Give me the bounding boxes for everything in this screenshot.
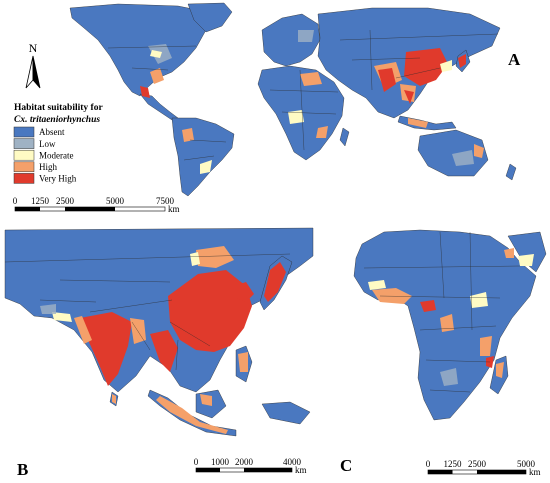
panel-c-africa-map: C xyxy=(340,229,547,475)
panel-b-label: B xyxy=(17,460,28,479)
scalebar-segment xyxy=(65,207,115,211)
legend-title-line2: Cx. tritaeniorhynchus xyxy=(14,115,100,125)
legend-title-line1: Habitat suitability for xyxy=(14,103,103,113)
scalebar-unit: km xyxy=(529,467,541,477)
scalebar-tick-label: 1250 xyxy=(444,459,463,469)
landmass-new-zealand xyxy=(505,163,517,181)
panel-a-label: A xyxy=(508,50,521,69)
panel-c-label: C xyxy=(340,456,352,475)
legend-label: Absent xyxy=(39,127,65,137)
landmass-australia xyxy=(417,129,489,177)
legend-swatch-absent xyxy=(13,126,35,138)
scalebar-tick-label: 0 xyxy=(194,457,199,467)
legend-swatch-very-high xyxy=(13,173,35,184)
scalebar-tick-label: 2000 xyxy=(235,457,254,467)
landmass-central-america xyxy=(139,93,179,121)
landmass-south-america xyxy=(171,117,235,197)
legend-label: Very High xyxy=(39,174,77,184)
landmass-madagascar xyxy=(339,127,350,147)
legend-swatch-moderate xyxy=(13,149,35,161)
north-arrow-letter: N xyxy=(29,41,38,55)
scalebar-segment xyxy=(15,207,40,211)
scalebar-tick-label: 5000 xyxy=(106,196,125,206)
scalebar-tick-label: 5000 xyxy=(517,459,536,469)
country-borders-a xyxy=(107,29,499,161)
scalebar-tick-label: 2500 xyxy=(468,459,487,469)
legend-label: Moderate xyxy=(39,150,73,160)
panel-a-world-map: A xyxy=(69,2,521,197)
scalebar-segment xyxy=(428,470,453,474)
north-arrow: N xyxy=(25,41,41,89)
landmass-europe xyxy=(261,13,321,67)
scalebar-segment xyxy=(244,468,292,472)
scalebar-segment xyxy=(477,470,526,474)
suitability-overlay-b xyxy=(40,246,286,434)
panel-b-asia-map: B xyxy=(4,227,314,479)
scalebar-tick-label: 0 xyxy=(426,459,431,469)
landmass-greenland xyxy=(187,2,233,33)
country-borders-b xyxy=(4,253,291,371)
scalebar-tick-label: 1250 xyxy=(31,196,50,206)
north-arrow-icon xyxy=(25,55,34,89)
scalebar-tick-label: 1000 xyxy=(211,457,230,467)
legend-swatch-high xyxy=(13,161,35,173)
scalebar-tick-label: 4000 xyxy=(283,457,302,467)
scalebar-segment xyxy=(196,468,220,472)
legend-label: Low xyxy=(39,139,56,149)
landmass-new-guinea xyxy=(261,401,311,425)
legend-label: High xyxy=(39,162,58,172)
scalebar-tick-label: 0 xyxy=(13,196,18,206)
suitability-overlay-c xyxy=(368,248,534,386)
legend: Habitat suitability for Cx. tritaeniorhy… xyxy=(13,103,103,184)
scalebar-unit: km xyxy=(295,465,307,475)
scalebar-tick-label: 2500 xyxy=(56,196,75,206)
scalebar-tick-label: 7500 xyxy=(156,196,175,206)
country-borders-c xyxy=(363,231,521,393)
scalebar-unit: km xyxy=(168,204,180,214)
legend-swatch-low xyxy=(13,138,35,149)
suitability-overlay-a xyxy=(140,30,484,174)
